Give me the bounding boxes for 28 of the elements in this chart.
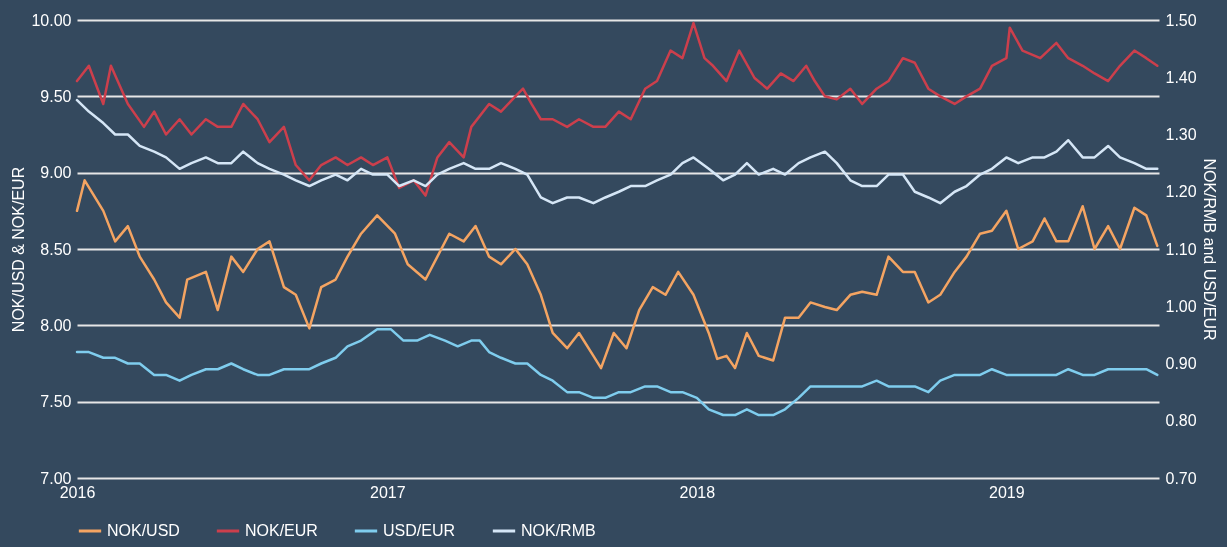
y2-tick-label: 1.40 <box>1165 68 1197 86</box>
y-tick-label: 9.00 <box>40 164 72 182</box>
legend-label: NOK/USD <box>107 522 180 539</box>
y2-tick-label: 1.00 <box>1165 297 1197 315</box>
y-tick-label: 8.00 <box>40 316 72 334</box>
y2-tick-label: 1.50 <box>1165 11 1197 29</box>
y-tick-label: 9.50 <box>40 87 72 105</box>
line-series <box>75 327 1159 417</box>
legend-label: USD/EUR <box>383 522 456 539</box>
y-tick-label: 10.00 <box>31 11 72 29</box>
legend-label: NOK/RMB <box>521 522 596 539</box>
y2-tick-label: 1.10 <box>1165 240 1197 258</box>
y-tick-label: 8.50 <box>40 240 72 258</box>
y2-tick-label: 0.70 <box>1165 469 1197 487</box>
x-tick-label: 2017 <box>370 483 406 501</box>
y-axis-title: NOK/USD & NOK/EUR <box>10 166 28 333</box>
x-tick-label: 2019 <box>989 483 1025 501</box>
y2-tick-label: 1.20 <box>1165 183 1197 201</box>
y-tick-label: 7.50 <box>40 393 72 411</box>
y2-tick-label: 0.80 <box>1165 412 1197 430</box>
line-series <box>75 98 1159 205</box>
y2-tick-label: 1.30 <box>1165 126 1197 143</box>
line-series <box>75 21 1159 197</box>
y2-tick-label: 0.90 <box>1165 355 1197 372</box>
legend-label: NOK/EUR <box>245 522 318 539</box>
x-tick-label: 2018 <box>679 483 716 501</box>
line-series <box>75 179 1159 370</box>
y2-axis-title: NOK/RMB and USD/EUR <box>1200 158 1218 341</box>
